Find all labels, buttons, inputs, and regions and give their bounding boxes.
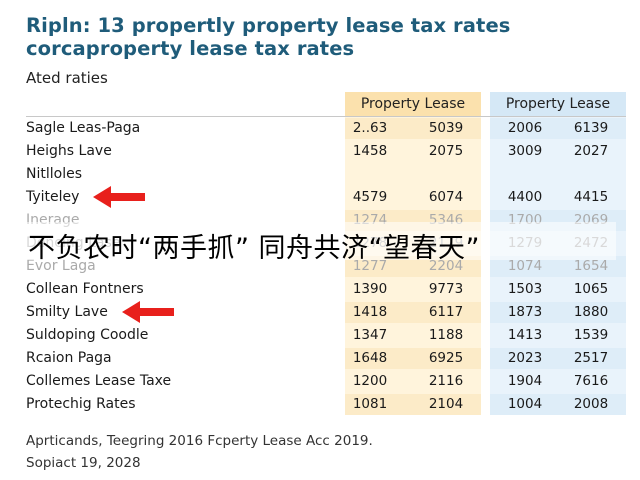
red-arrow-left-icon (93, 186, 145, 208)
cell-value: 1458 (352, 143, 388, 159)
cell-value: 5039 (428, 120, 464, 136)
cell-value: 3009 (507, 143, 543, 159)
cell-value: 2204 (428, 258, 464, 274)
overlay-backdrop (24, 222, 616, 260)
title-line-2: corcaproperty lease tax rates (26, 37, 355, 60)
row-label: Tyiteley (26, 189, 80, 205)
table-row: Collean Fontners 1390 9773 1503 1065 (0, 278, 640, 301)
cell-value: 1065 (573, 281, 609, 297)
cell-value: 1004 (507, 396, 543, 412)
page-title: Ripln: 13 propertly property lease tax r… (26, 14, 626, 60)
column-header-b: Property Lease (490, 92, 626, 116)
cell-value: 1413 (507, 327, 543, 343)
row-shade-a (345, 348, 481, 369)
row-shade-b (490, 302, 626, 323)
cell-value: 2006 (507, 120, 543, 136)
row-label: Protechig Rates (26, 396, 136, 412)
cell-value: 4415 (573, 189, 609, 205)
table-row: Rcaion Paga 1648 6925 2023 2517 (0, 347, 640, 370)
cell-value: 1873 (507, 304, 543, 320)
row-label: Heighs Lave (26, 143, 112, 159)
cell-value: 1390 (352, 281, 388, 297)
cell-value: 2008 (573, 396, 609, 412)
cell-value: 2116 (428, 373, 464, 389)
cell-value: 9773 (428, 281, 464, 297)
row-shade-b (490, 256, 626, 277)
cell-value: 1904 (507, 373, 543, 389)
cell-value: 1277 (352, 258, 388, 274)
header-divider (26, 116, 626, 117)
row-label: Evor Laga (26, 258, 96, 274)
cell-value: 1880 (573, 304, 609, 320)
footer-line-2: Sopiact 19, 2028 (26, 455, 141, 471)
cell-value: 6925 (428, 350, 464, 366)
overlay-caption: 不负农时“两手抓” 同舟共济“望春天” (28, 233, 481, 264)
cell-value: 2517 (573, 350, 609, 366)
cell-value: 6139 (573, 120, 609, 136)
column-header-a: Property Lease (345, 92, 481, 116)
row-label: Suldoping Coodle (26, 327, 149, 343)
cell-value: 1503 (507, 281, 543, 297)
cell-value: 1648 (352, 350, 388, 366)
cell-value: 7616 (573, 373, 609, 389)
table-row: Protechig Rates 1081 2104 1004 2008 (0, 393, 640, 416)
row-label: Smilty Lave (26, 304, 108, 320)
cell-value: 6117 (428, 304, 464, 320)
row-shade-b (490, 118, 626, 139)
cell-value: 6074 (428, 189, 464, 205)
cell-value: 1418 (352, 304, 388, 320)
cell-value: 4579 (352, 189, 388, 205)
table-row: Nitlloles (0, 163, 640, 186)
table-row: Evor Laga 1277 2204 1074 1654 (0, 255, 640, 278)
table-row: Tyiteley 4579 6074 4400 4415 (0, 186, 640, 209)
table-row: Collemes Lease Taxe 1200 2116 1904 7616 (0, 370, 640, 393)
row-label: Collemes Lease Taxe (26, 373, 172, 389)
cell-value: 2075 (428, 143, 464, 159)
table-row: Heighs Lave 1458 2075 3009 2027 (0, 140, 640, 163)
cell-value: 2..63 (352, 120, 388, 136)
row-label: Nitlloles (26, 166, 82, 182)
cell-value: 2104 (428, 396, 464, 412)
cell-value: 4400 (507, 189, 543, 205)
cell-value: 2027 (573, 143, 609, 159)
cell-value: 1188 (428, 327, 464, 343)
row-shade-b (490, 348, 626, 369)
cell-value: 1539 (573, 327, 609, 343)
title-line-1: Ripln: 13 propertly property lease tax r… (26, 14, 511, 37)
table-row: Suldoping Coodle 1347 1188 1413 1539 (0, 324, 640, 347)
row-shade-b (490, 394, 626, 415)
cell-value: 1347 (352, 327, 388, 343)
cell-value: 1074 (507, 258, 543, 274)
table-row: Sagle Leas-Paga 2..63 5039 2006 6139 (0, 117, 640, 140)
red-arrow-left-icon (122, 301, 174, 323)
row-shade-a (345, 394, 481, 415)
cell-value: 1081 (352, 396, 388, 412)
table-caption: Ated raties (26, 69, 108, 87)
row-label: Collean Fontners (26, 281, 144, 297)
footer-note: Aprticands, Teegring 2016 Fcperty Lease … (26, 430, 373, 474)
row-label: Rcaion Paga (26, 350, 112, 366)
cell-value: 1654 (573, 258, 609, 274)
row-shade-a (345, 256, 481, 277)
footer-line-1: Aprticands, Teegring 2016 Fcperty Lease … (26, 433, 373, 449)
cell-value: 2023 (507, 350, 543, 366)
cell-value: 1200 (352, 373, 388, 389)
row-shade-a (345, 302, 481, 323)
table-row: Smilty Lave 1418 6117 1873 1880 (0, 301, 640, 324)
row-label: Sagle Leas-Paga (26, 120, 141, 136)
row-shade-a (345, 118, 481, 139)
